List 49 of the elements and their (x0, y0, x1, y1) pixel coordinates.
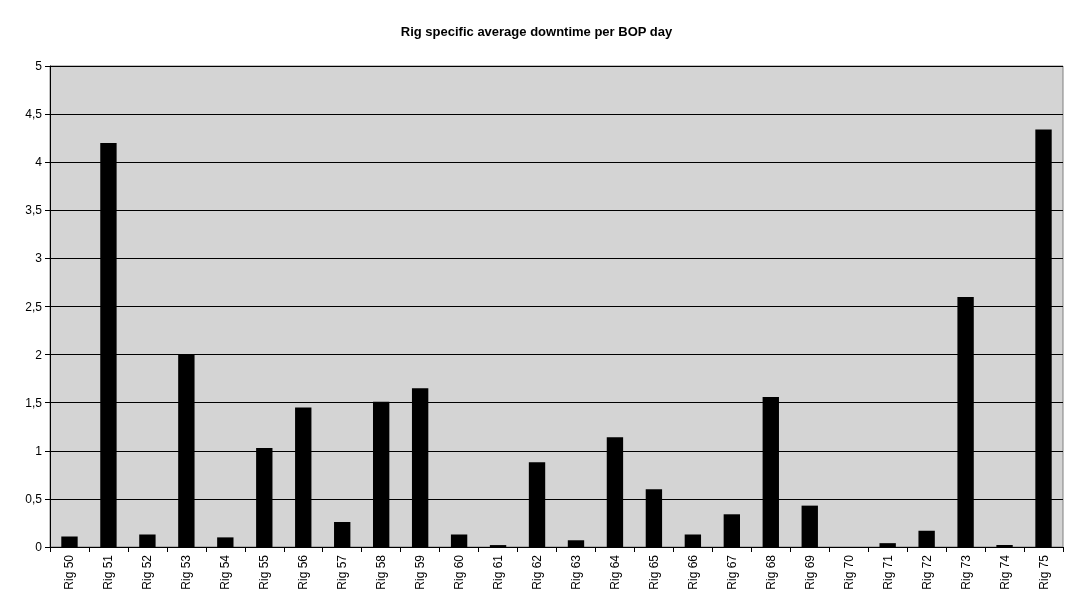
x-tick-label: Rig 66 (685, 554, 700, 590)
bar (450, 534, 468, 547)
x-tick-label: Rig 58 (374, 554, 389, 590)
x-tick-label: Rig 73 (958, 554, 973, 590)
x-tick-label: Rig 70 (841, 554, 856, 590)
y-tick-label: 4 (35, 155, 43, 170)
x-tick-label: Rig 72 (919, 554, 934, 590)
y-tick-label: 2,5 (25, 299, 43, 314)
y-tick-label: 3,5 (25, 203, 43, 218)
bar (723, 514, 741, 547)
y-tick-label: 0 (35, 540, 43, 554)
x-tick-label: Rig 62 (530, 554, 545, 590)
x-tick-label: Rig 50 (62, 554, 77, 590)
x-tick-label: Rig 59 (413, 554, 428, 590)
x-tick-label: Rig 65 (646, 554, 661, 590)
x-tick-label: Rig 52 (140, 554, 155, 590)
y-tick-label: 1,5 (25, 395, 43, 410)
x-tick-label: Rig 64 (607, 554, 622, 590)
y-tick-label: 1 (35, 443, 43, 458)
x-tick-label: Rig 51 (101, 554, 116, 590)
y-tick-label: 2 (35, 347, 43, 362)
x-tick-label: Rig 71 (880, 554, 895, 590)
x-tick-label: Rig 63 (568, 554, 583, 590)
bar (61, 536, 78, 547)
x-tick-label: Rig 56 (296, 554, 311, 590)
bar (879, 543, 896, 547)
bar (334, 521, 351, 547)
x-tick-label: Rig 53 (179, 554, 194, 590)
bar (801, 505, 818, 547)
x-tick-label: Rig 57 (335, 554, 350, 590)
bar (217, 537, 234, 547)
bar (139, 534, 156, 547)
x-tick-label: Rig 74 (997, 554, 1012, 590)
y-tick-label: 3 (35, 251, 43, 266)
bar (684, 534, 702, 547)
y-tick-label: 5 (35, 59, 43, 73)
y-tick-label: 4,5 (25, 107, 43, 122)
x-tick-label: Rig 61 (491, 554, 506, 590)
bar (918, 530, 935, 547)
x-tick-label: Rig 67 (724, 554, 739, 590)
x-tick-label: Rig 68 (763, 554, 778, 590)
x-tick-label: Rig 54 (218, 554, 233, 590)
x-tick-label: Rig 75 (1036, 554, 1051, 590)
y-tick-label: 0,5 (25, 491, 43, 506)
x-tick-label: Rig 55 (257, 554, 272, 590)
bar (567, 540, 585, 547)
chart-title: Rig specific average downtime per BOP day (400, 24, 673, 39)
x-tick-label: Rig 69 (802, 554, 817, 590)
x-tick-label: Rig 60 (452, 554, 467, 590)
